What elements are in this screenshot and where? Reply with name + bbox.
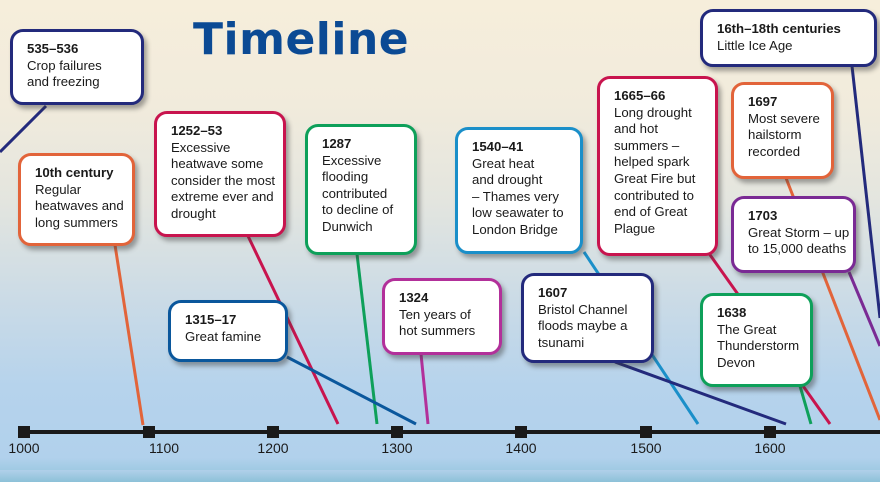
connector-1315	[286, 355, 417, 426]
connector-little-ice-age	[850, 65, 880, 319]
event-date: 1638	[717, 305, 747, 320]
event-date: 1665–66	[614, 88, 666, 103]
page-title: Timeline	[193, 14, 410, 65]
event-desc: Long drought and hot summers – helped sp…	[614, 104, 696, 236]
event-box-little-ice-age: 16th–18th centuries Little Ice Age	[700, 9, 877, 67]
connector-1324	[419, 353, 430, 425]
event-date: 1607	[538, 285, 568, 300]
axis-label-1400: 1400	[505, 440, 537, 456]
event-date: 1287	[322, 136, 352, 151]
connector-1638	[798, 385, 813, 425]
event-date: 1540–41	[472, 139, 524, 154]
event-box-1540: 1540–41 Great heat and drought – Thames …	[455, 127, 583, 254]
axis-label-1600: 1600	[754, 440, 786, 456]
event-desc: Excessive heatwave some consider the mos…	[171, 139, 276, 221]
event-desc: Crop failures and freezing	[27, 57, 102, 90]
event-date: 1252–53	[171, 123, 223, 138]
connector-535	[0, 104, 48, 154]
tick-1100	[143, 426, 155, 438]
tick-1600	[764, 426, 776, 438]
connector-1252	[246, 235, 340, 425]
event-desc: Bristol Channel floods maybe a tsunami	[538, 301, 628, 350]
event-box-1287: 1287 Excessive flooding contributed to d…	[305, 124, 417, 255]
event-desc: Ten years of hot summers	[399, 306, 476, 339]
connector-10th-century	[113, 244, 145, 426]
event-desc: The Great Thunderstorm Devon	[717, 321, 800, 370]
event-date: 535–536	[27, 41, 79, 56]
tick-1300	[391, 426, 403, 438]
connector-1607	[614, 360, 787, 426]
connector-1703	[847, 271, 880, 347]
tick-1000	[18, 426, 30, 438]
event-date: 1315–17	[185, 312, 237, 327]
axis-label-1000: 1000	[8, 440, 40, 456]
event-date: 1324	[399, 290, 429, 305]
axis-label-1100: 1100	[148, 440, 180, 456]
axis-label-1300: 1300	[381, 440, 413, 456]
axis-label-1200: 1200	[257, 440, 289, 456]
event-box-1697: 1697 Most severe hailstorm recorded	[731, 82, 834, 179]
event-date: 16th–18th centuries	[717, 21, 841, 36]
event-date: 1697	[748, 94, 778, 109]
event-box-535: 535–536 Crop failures and freezing	[10, 29, 144, 105]
tick-1400	[515, 426, 527, 438]
event-box-1252: 1252–53 Excessive heatwave some consider…	[154, 111, 286, 237]
event-desc: Great famine	[185, 328, 262, 344]
event-box-1703: 1703 Great Storm – up to 15,000 deaths	[731, 196, 856, 273]
event-box-1324: 1324 Ten years of hot summers	[382, 278, 502, 355]
axis-label-1500: 1500	[630, 440, 662, 456]
bottom-band	[0, 470, 880, 482]
connector-1287	[355, 253, 379, 425]
event-box-1665: 1665–66 Long drought and hot summers – h…	[597, 76, 718, 256]
event-box-10th-century: 10th century Regular heatwaves and long …	[18, 153, 135, 246]
event-desc: Excessive flooding contributed to declin…	[322, 152, 394, 234]
event-desc: Regular heatwaves and long summers	[35, 181, 124, 230]
event-box-1638: 1638 The Great Thunderstorm Devon	[700, 293, 813, 387]
event-desc: Great heat and drought – Thames very low…	[472, 155, 564, 237]
event-date: 10th century	[35, 165, 114, 180]
tick-1500	[640, 426, 652, 438]
event-date: 1703	[748, 208, 778, 223]
event-desc: Little Ice Age	[717, 37, 793, 53]
event-desc: Great Storm – up to 15,000 deaths	[748, 224, 850, 257]
event-box-1607: 1607 Bristol Channel floods maybe a tsun…	[521, 273, 654, 363]
event-box-1315: 1315–17 Great famine	[168, 300, 288, 362]
tick-1200	[267, 426, 279, 438]
event-desc: Most severe hailstorm recorded	[748, 110, 820, 159]
